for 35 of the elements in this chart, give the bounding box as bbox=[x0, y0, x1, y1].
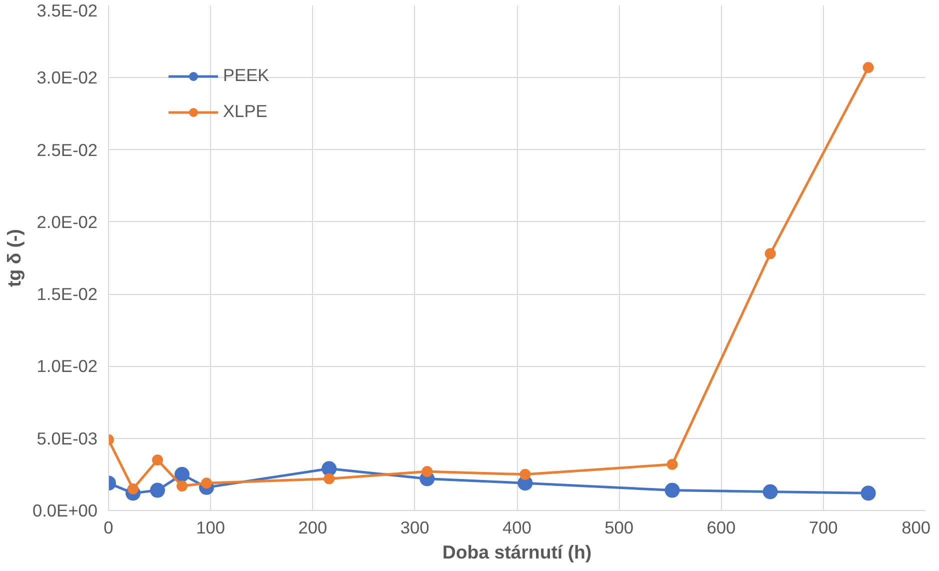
legend-label: XLPE bbox=[223, 101, 268, 122]
x-tick-label: 0 bbox=[104, 518, 114, 538]
point bbox=[322, 461, 337, 476]
x-tick-label: 200 bbox=[298, 518, 328, 538]
point bbox=[174, 466, 190, 482]
point bbox=[520, 468, 531, 480]
x-tick-label: 600 bbox=[706, 518, 736, 538]
y-tick-label: 5.0E-03 bbox=[36, 428, 98, 448]
x-tick-label: 400 bbox=[502, 518, 532, 538]
point bbox=[664, 482, 680, 498]
point bbox=[324, 473, 335, 484]
x-axis-title: Doba stárnutí (h) bbox=[442, 542, 592, 562]
x-tick-label: 800 bbox=[902, 518, 931, 538]
y-tick-label: 0.0E+00 bbox=[32, 500, 98, 520]
y-tick-label: 1.0E-02 bbox=[36, 356, 98, 376]
y-tick-label: 1.5E-02 bbox=[36, 284, 98, 304]
x-tick-label: 300 bbox=[400, 518, 430, 538]
y-tick-label: 2.5E-02 bbox=[36, 140, 98, 160]
x-tick-label: 700 bbox=[808, 518, 838, 538]
x-tick-label: 500 bbox=[604, 518, 634, 538]
point bbox=[666, 458, 678, 470]
point bbox=[176, 480, 188, 492]
x-tick-label: 100 bbox=[196, 518, 226, 538]
y-tick-label: 2.0E-02 bbox=[36, 212, 98, 232]
y-axis-title: tg δ (-) bbox=[3, 229, 24, 287]
point bbox=[762, 484, 778, 500]
point bbox=[150, 482, 166, 498]
point bbox=[860, 486, 876, 501]
point bbox=[422, 466, 433, 478]
y-tick-label: 3.5E-02 bbox=[36, 0, 98, 20]
point bbox=[862, 62, 874, 74]
point bbox=[152, 454, 164, 466]
y-tick-label: 3.0E-02 bbox=[36, 68, 98, 88]
legend-label: PEEK bbox=[223, 65, 270, 86]
point bbox=[764, 248, 776, 260]
